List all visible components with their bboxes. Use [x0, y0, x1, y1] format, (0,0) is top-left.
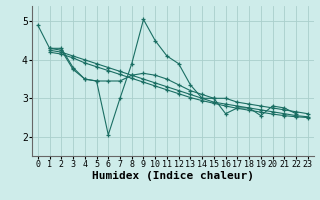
X-axis label: Humidex (Indice chaleur): Humidex (Indice chaleur)	[92, 171, 254, 181]
